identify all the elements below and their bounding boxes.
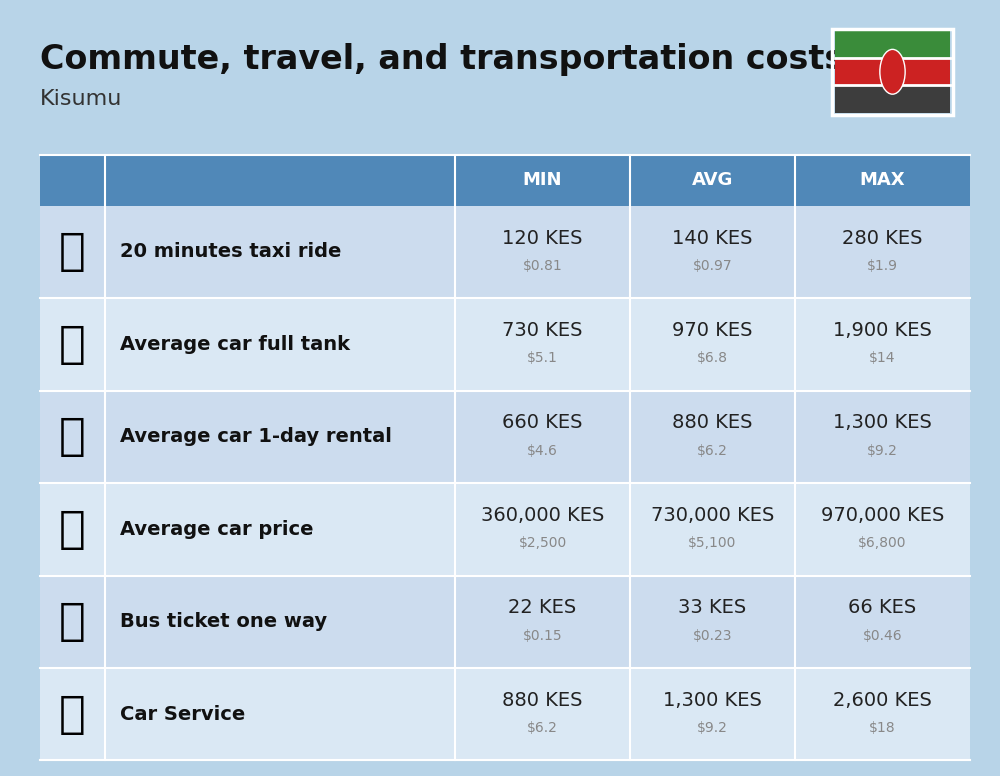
Ellipse shape xyxy=(880,50,905,94)
Text: 2,600 KES: 2,600 KES xyxy=(833,691,932,710)
Text: 280 KES: 280 KES xyxy=(842,228,923,248)
Text: $18: $18 xyxy=(869,721,896,735)
Text: $9.2: $9.2 xyxy=(867,444,898,458)
Text: 120 KES: 120 KES xyxy=(502,228,583,248)
Text: Average car 1-day rental: Average car 1-day rental xyxy=(120,428,392,446)
FancyBboxPatch shape xyxy=(835,58,950,85)
Text: 🔑: 🔑 xyxy=(59,415,86,459)
Text: $9.2: $9.2 xyxy=(697,721,728,735)
Text: Average car full tank: Average car full tank xyxy=(120,335,350,354)
Text: 360,000 KES: 360,000 KES xyxy=(481,506,604,525)
Text: 33 KES: 33 KES xyxy=(678,598,747,618)
Text: 🚌: 🚌 xyxy=(59,601,86,643)
Text: 880 KES: 880 KES xyxy=(672,414,753,432)
Text: 730,000 KES: 730,000 KES xyxy=(651,506,774,525)
FancyBboxPatch shape xyxy=(40,390,970,483)
Text: 730 KES: 730 KES xyxy=(502,321,583,340)
FancyBboxPatch shape xyxy=(40,298,970,390)
Text: AVG: AVG xyxy=(692,171,733,189)
Text: $4.6: $4.6 xyxy=(527,444,558,458)
Text: Average car price: Average car price xyxy=(120,520,314,539)
Text: $0.23: $0.23 xyxy=(693,629,732,643)
Text: $2,500: $2,500 xyxy=(518,536,567,550)
Text: 1,300 KES: 1,300 KES xyxy=(663,691,762,710)
FancyBboxPatch shape xyxy=(40,668,970,760)
FancyBboxPatch shape xyxy=(835,31,950,58)
Text: 970,000 KES: 970,000 KES xyxy=(821,506,944,525)
Text: $0.15: $0.15 xyxy=(523,629,562,643)
Text: $6.2: $6.2 xyxy=(697,444,728,458)
Text: MAX: MAX xyxy=(860,171,905,189)
FancyBboxPatch shape xyxy=(835,85,950,113)
Text: 140 KES: 140 KES xyxy=(672,228,753,248)
Text: MIN: MIN xyxy=(523,171,562,189)
Text: 880 KES: 880 KES xyxy=(502,691,583,710)
Text: $0.81: $0.81 xyxy=(523,258,562,272)
FancyBboxPatch shape xyxy=(40,483,970,576)
Text: $1.9: $1.9 xyxy=(867,258,898,272)
Text: $6.8: $6.8 xyxy=(697,352,728,365)
Text: Bus ticket one way: Bus ticket one way xyxy=(120,612,327,631)
Text: $0.97: $0.97 xyxy=(693,258,732,272)
Text: 1,300 KES: 1,300 KES xyxy=(833,414,932,432)
Text: 1,900 KES: 1,900 KES xyxy=(833,321,932,340)
Text: 🚕: 🚕 xyxy=(59,230,86,273)
Text: 66 KES: 66 KES xyxy=(848,598,917,618)
Text: Kisumu: Kisumu xyxy=(40,89,122,109)
Text: $14: $14 xyxy=(869,352,896,365)
Text: $5,100: $5,100 xyxy=(688,536,737,550)
Text: Commute, travel, and transportation costs: Commute, travel, and transportation cost… xyxy=(40,43,844,76)
Text: $6,800: $6,800 xyxy=(858,536,907,550)
FancyBboxPatch shape xyxy=(40,155,970,206)
FancyBboxPatch shape xyxy=(40,576,970,668)
Text: $6.2: $6.2 xyxy=(527,721,558,735)
Text: 660 KES: 660 KES xyxy=(502,414,583,432)
Text: 20 minutes taxi ride: 20 minutes taxi ride xyxy=(120,242,341,262)
FancyBboxPatch shape xyxy=(40,206,970,298)
Text: Car Service: Car Service xyxy=(120,705,245,724)
Text: 970 KES: 970 KES xyxy=(672,321,753,340)
Text: 🚗: 🚗 xyxy=(59,508,86,551)
Text: $5.1: $5.1 xyxy=(527,352,558,365)
Text: $0.46: $0.46 xyxy=(863,629,902,643)
Text: 22 KES: 22 KES xyxy=(508,598,577,618)
Text: 🔧: 🔧 xyxy=(59,693,86,736)
Text: ⛽: ⛽ xyxy=(59,323,86,365)
